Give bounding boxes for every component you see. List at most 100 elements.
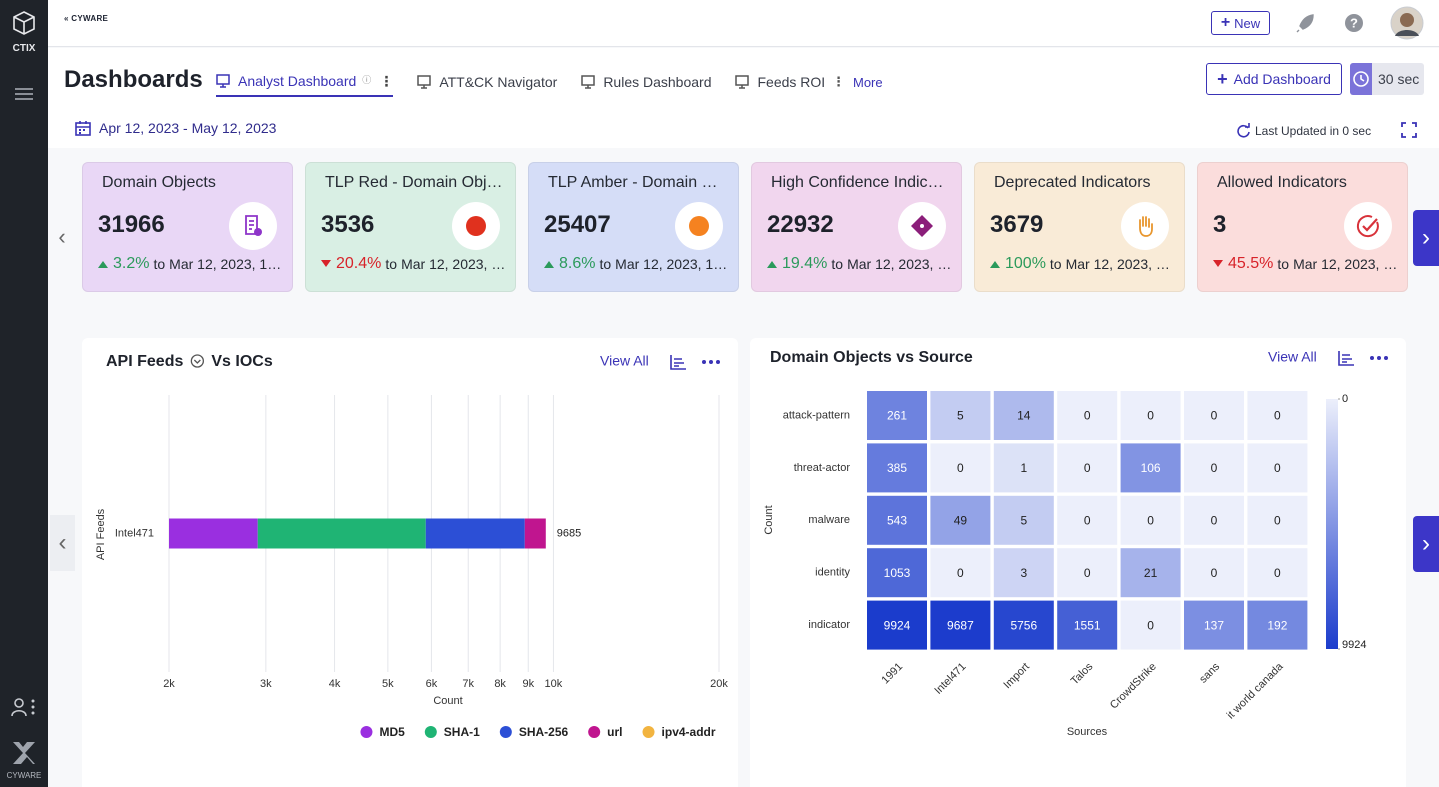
cell-label: 49	[954, 513, 968, 527]
trend-arrow	[97, 259, 109, 269]
calendar-icon[interactable]	[75, 120, 91, 136]
legend-swatch	[643, 726, 655, 738]
bar-segment	[525, 519, 546, 549]
y-tick-label: threat-actor	[794, 462, 851, 474]
x-tick-label: 5k	[382, 678, 394, 690]
cell-label: 0	[1147, 409, 1154, 423]
more-menu[interactable]	[702, 360, 720, 364]
x-tick-label: 4k	[329, 678, 341, 690]
tab-menu[interactable]: ⋮	[379, 73, 393, 90]
legend-item[interactable]: url	[588, 725, 622, 739]
chart-subtitle: Vs IOCs	[211, 353, 272, 370]
cards-next[interactable]: ›	[1413, 210, 1439, 266]
icon-shape	[689, 216, 709, 236]
legend-label: SHA-1	[444, 725, 480, 739]
cards-prev[interactable]: ‹	[50, 210, 74, 264]
cell-label: 0	[1147, 618, 1154, 632]
colorbar-label: 0	[1342, 393, 1348, 405]
cell-label: 0	[1211, 461, 1218, 475]
card-icon-graphic	[675, 202, 723, 250]
monitor-screen	[418, 76, 430, 85]
card-value: 3679	[990, 211, 1043, 239]
change-connector: to	[599, 256, 611, 272]
kpi-card[interactable]: TLP Amber - Domain …254078.6%toMar 12, 2…	[528, 162, 739, 292]
legend-item[interactable]: MD5	[360, 725, 405, 739]
tab[interactable]: Rules Dashboard	[581, 67, 711, 97]
tab-label: ATT&CK Navigator	[439, 74, 557, 90]
chart-type-icon[interactable]	[1339, 351, 1354, 365]
cell-label: 106	[1141, 461, 1161, 475]
kpi-card[interactable]: TLP Red - Domain Obj…353620.4%toMar 12, …	[305, 162, 516, 292]
view-all-link[interactable]: View All	[600, 353, 649, 369]
chart-type-shape	[671, 355, 686, 369]
more-tabs[interactable]: ⋮More	[832, 74, 883, 90]
cell-label: 0	[1274, 409, 1281, 423]
card-title: High Confidence Indic…	[771, 174, 944, 192]
legend-item[interactable]: SHA-256	[500, 725, 569, 739]
add-dashboard-button[interactable]: +Add Dashboard	[1206, 63, 1342, 95]
x-tick-label: Import	[1001, 661, 1032, 692]
kpi-card[interactable]: Domain Objects319663.2%toMar 12, 2023, 1…	[82, 162, 293, 292]
change-connector: to	[385, 256, 397, 272]
new-button[interactable]: +New	[1211, 11, 1270, 35]
menu-icon[interactable]	[15, 88, 33, 100]
charts-prev[interactable]: ‹	[50, 515, 75, 571]
cell-label: 0	[1147, 513, 1154, 527]
tab[interactable]: ATT&CK Navigator	[417, 67, 557, 97]
more-dot	[702, 360, 706, 364]
x-tick-label: it world canada	[1225, 660, 1286, 721]
change-value: 8.6%	[559, 255, 595, 273]
cell-label: 0	[1274, 513, 1281, 527]
kpi-card[interactable]: Deprecated Indicators3679100%toMar 12, 2…	[974, 162, 1185, 292]
bar-segment	[426, 519, 525, 549]
avatar[interactable]	[1390, 6, 1424, 40]
legend-label: ipv4-addr	[662, 725, 716, 739]
card-title: Deprecated Indicators	[994, 174, 1151, 192]
tab-label: Rules Dashboard	[603, 74, 711, 90]
tab[interactable]: Feeds ROI	[735, 67, 825, 97]
logo[interactable]: « CYWARE	[64, 14, 108, 23]
cell-label: 543	[887, 513, 907, 527]
cell-label: 0	[1084, 513, 1091, 527]
x-tick-label: 8k	[494, 678, 506, 690]
view-all-link[interactable]: View All	[1268, 349, 1317, 365]
legend-label: url	[607, 725, 622, 739]
cell-label: 21	[1144, 566, 1158, 580]
kpi-card[interactable]: Allowed Indicators345.5%toMar 12, 2023, …	[1197, 162, 1408, 292]
trend-arrow-shape	[321, 260, 331, 267]
cell-label: 0	[1274, 566, 1281, 580]
users-icon[interactable]	[11, 697, 37, 717]
icon-shape	[1358, 216, 1378, 236]
icon-shape	[254, 228, 262, 236]
card-value: 31966	[98, 211, 165, 239]
icon-shape	[1363, 219, 1377, 230]
refresh-interval[interactable]: 30 sec	[1350, 63, 1424, 95]
date-range[interactable]: Apr 12, 2023 - May 12, 2023	[99, 120, 276, 136]
legend-item[interactable]: SHA-1	[425, 725, 480, 739]
card-value: 25407	[544, 211, 611, 239]
fullscreen-icon[interactable]	[1401, 122, 1417, 138]
kebab-icon: ⋮	[832, 74, 845, 90]
help-icon[interactable]: ?	[1344, 13, 1364, 33]
more-menu[interactable]	[1370, 356, 1388, 360]
card-title: Allowed Indicators	[1217, 174, 1347, 192]
change-connector: to	[831, 256, 843, 272]
clock-icon	[1350, 63, 1372, 95]
brand-name: CYWARE	[0, 771, 48, 780]
legend-item[interactable]: ipv4-addr	[643, 725, 716, 739]
refresh-icon[interactable]	[1236, 123, 1251, 138]
card-change: 3.2%toMar 12, 2023, 1…	[97, 255, 281, 273]
product-icon[interactable]	[12, 10, 36, 36]
chart-type-icon[interactable]	[671, 355, 686, 369]
charts-next[interactable]: ›	[1413, 516, 1439, 572]
title-dropdown[interactable]	[191, 355, 203, 367]
more-dot	[1384, 356, 1388, 360]
tab[interactable]: Analyst Dashboardⓘ⋮	[216, 67, 393, 97]
kpi-card[interactable]: High Confidence Indic…2293219.4%toMar 12…	[751, 162, 962, 292]
legend-swatch	[360, 726, 372, 738]
x-tick-label: sans	[1197, 660, 1222, 685]
tab-label: Analyst Dashboard	[238, 73, 356, 89]
rocket-icon[interactable]	[1296, 13, 1316, 33]
legend-label: SHA-256	[519, 725, 569, 739]
cell-label: 5756	[1010, 618, 1037, 632]
